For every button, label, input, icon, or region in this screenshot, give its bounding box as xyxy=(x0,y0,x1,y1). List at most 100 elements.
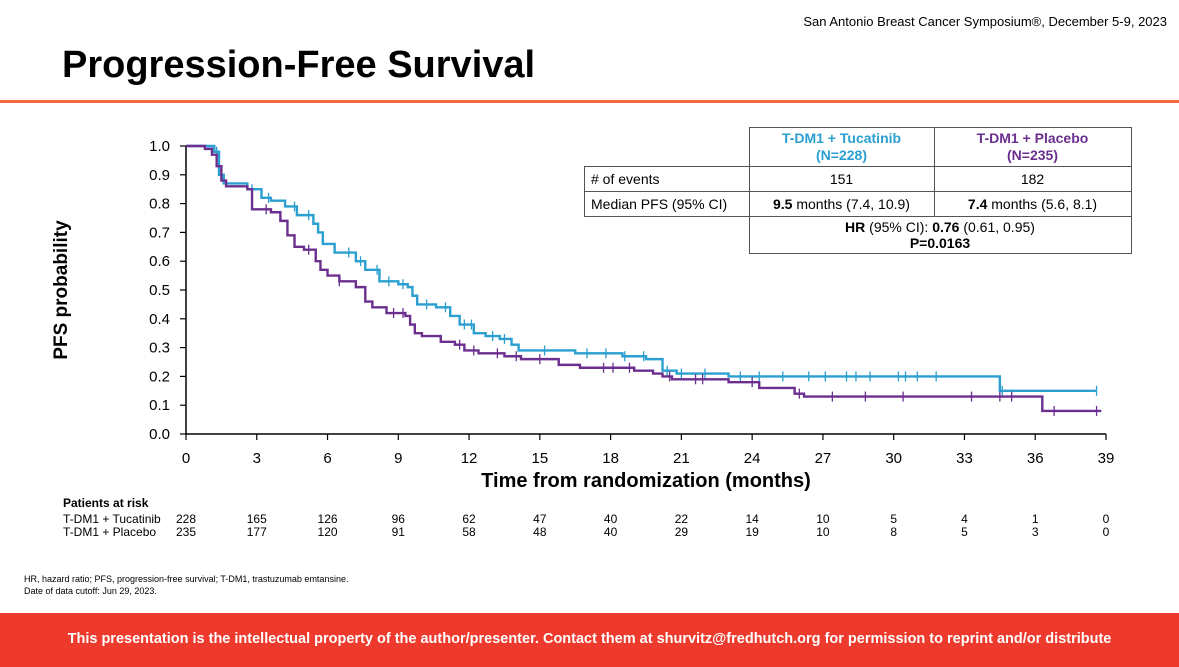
hr-row: HR (95% CI): 0.76 (0.61, 0.95) P=0.0163 xyxy=(585,216,1132,254)
risk-value-0-5: 47 xyxy=(533,512,547,526)
hr-ci: (0.61, 0.95) xyxy=(959,219,1035,235)
placebo-name: T-DM1 + Placebo xyxy=(976,130,1089,146)
risk-value-1-8: 19 xyxy=(745,525,759,539)
banner-text: This presentation is the intellectual pr… xyxy=(67,631,1112,647)
risk-value-1-7: 29 xyxy=(674,525,689,539)
p-value: P=0.0163 xyxy=(909,235,971,251)
risk-value-1-1: 177 xyxy=(246,525,267,539)
y-tick-label-8: 0.8 xyxy=(149,196,170,213)
risk-value-0-13: 0 xyxy=(1102,512,1110,526)
hr-value: 0.76 xyxy=(932,219,960,235)
x-tick-label-11: 33 xyxy=(956,450,973,467)
tucatinib-n: (N=228) xyxy=(816,147,867,163)
risk-value-0-6: 40 xyxy=(603,512,618,526)
events-label: # of events xyxy=(584,166,750,192)
risk-value-0-11: 4 xyxy=(961,512,968,526)
x-ticks: 0 3 6 9 12 15 18 21 24 27 30 33 36 39 xyxy=(182,434,1115,467)
footnote-cutoff: Date of data cutoff: Jun 29, 2023. xyxy=(24,586,157,596)
hr-mid: (95% CI): xyxy=(865,219,933,235)
x-tick-label-12: 36 xyxy=(1027,450,1044,467)
risk-row-label-1: T-DM1 + Placebo xyxy=(63,525,157,539)
x-tick-label-13: 39 xyxy=(1098,450,1115,467)
hr-label: HR xyxy=(845,219,866,235)
risk-value-0-10: 5 xyxy=(890,512,898,526)
median-tucatinib-rest: months (7.4, 10.9) xyxy=(792,196,910,212)
risk-value-1-13: 0 xyxy=(1102,525,1110,539)
footnote-abbreviations: HR, hazard ratio; PFS, progression-free … xyxy=(24,574,349,584)
page-title: Progression-Free Survival xyxy=(62,44,536,86)
y-tick-label-6: 0.6 xyxy=(149,253,170,270)
placebo-n: (N=235) xyxy=(1007,147,1058,163)
risk-table-title: Patients at risk xyxy=(63,496,149,510)
hr-empty-cell xyxy=(585,217,750,254)
x-axis-label: Time from randomization (months) xyxy=(481,470,811,492)
copyright-banner: This presentation is the intellectual pr… xyxy=(0,613,1179,667)
y-tick-label-0: 0.0 xyxy=(149,426,170,443)
y-tick-label-4: 0.4 xyxy=(149,311,170,328)
hr-cell: HR (95% CI): 0.76 (0.61, 0.95) P=0.0163 xyxy=(748,216,1132,254)
risk-row-label-0: T-DM1 + Tucatinib xyxy=(63,512,161,526)
x-tick-label-8: 24 xyxy=(744,450,761,467)
risk-value-0-9: 10 xyxy=(816,512,830,526)
y-tick-label-10: 1.0 xyxy=(149,138,170,155)
median-tucatinib: 9.5 months (7.4, 10.9) xyxy=(748,191,935,217)
y-tick-label-3: 0.3 xyxy=(149,340,170,357)
x-tick-label-10: 30 xyxy=(885,450,902,467)
series-line-0 xyxy=(186,144,1097,392)
x-tick-label-7: 21 xyxy=(673,450,690,467)
km-chart: 0.00.10.20.30.40.50.60.70.80.91.0 0 3 6 9 12… xyxy=(149,138,1115,492)
x-tick-label-5: 15 xyxy=(532,450,549,467)
risk-value-0-1: 165 xyxy=(246,512,267,526)
y-tick-label-1: 0.1 xyxy=(149,397,170,414)
risk-value-1-3: 91 xyxy=(391,525,405,539)
risk-value-1-6: 40 xyxy=(603,525,618,539)
risk-value-0-8: 14 xyxy=(745,512,759,526)
stats-header-row: T-DM1 + Tucatinib (N=228) T-DM1 + Placeb… xyxy=(585,127,1132,167)
stats-header-placebo: T-DM1 + Placebo (N=235) xyxy=(933,127,1132,167)
risk-value-0-2: 126 xyxy=(317,512,338,526)
x-tick-label-3: 9 xyxy=(394,450,402,467)
median-placebo-rest: months (5.6, 8.1) xyxy=(987,196,1098,212)
y-tick-label-7: 0.7 xyxy=(149,224,170,241)
stats-empty-cell xyxy=(585,128,750,167)
events-tucatinib: 151 xyxy=(748,166,935,192)
x-tick-label-9: 27 xyxy=(815,450,832,467)
risk-value-1-12: 3 xyxy=(1031,525,1039,539)
risk-value-0-7: 22 xyxy=(674,512,689,526)
risk-value-1-5: 48 xyxy=(533,525,547,539)
conference-label: San Antonio Breast Cancer Symposium®, De… xyxy=(803,14,1167,29)
risk-value-1-9: 10 xyxy=(816,525,830,539)
median-tucatinib-value: 9.5 xyxy=(773,196,793,212)
y-tick-label-2: 0.2 xyxy=(149,368,170,385)
events-placebo: 182 xyxy=(933,166,1132,192)
risk-value-1-2: 120 xyxy=(317,525,338,539)
risk-value-1-11: 5 xyxy=(961,525,968,539)
y-tick-label-9: 0.9 xyxy=(149,167,170,184)
median-placebo: 7.4 months (5.6, 8.1) xyxy=(933,191,1132,217)
stats-header-tucatinib: T-DM1 + Tucatinib (N=228) xyxy=(748,127,935,167)
x-tick-label-4: 12 xyxy=(461,450,478,467)
title-divider xyxy=(0,100,1179,103)
median-label: Median PFS (95% CI) xyxy=(584,191,750,217)
x-tick-label-0: 0 xyxy=(182,450,190,467)
risk-value-1-4: 58 xyxy=(462,525,476,539)
stats-table: T-DM1 + Tucatinib (N=228) T-DM1 + Placeb… xyxy=(584,127,1132,254)
median-placebo-value: 7.4 xyxy=(967,196,988,212)
risk-value-0-3: 96 xyxy=(391,512,405,526)
y-tick-label-5: 0.5 xyxy=(149,282,170,299)
y-axis-label: PFS probability xyxy=(51,220,72,360)
risk-value-1-10: 8 xyxy=(890,525,898,539)
median-row: Median PFS (95% CI) 9.5 months (7.4, 10.… xyxy=(584,191,1132,217)
x-tick-label-1: 3 xyxy=(253,450,261,467)
risk-value-0-12: 1 xyxy=(1031,512,1039,526)
events-row: # of events 151 182 xyxy=(584,166,1132,192)
risk-value-1-0: 235 xyxy=(175,525,197,539)
tucatinib-name: T-DM1 + Tucatinib xyxy=(781,130,902,146)
risk-value-0-0: 228 xyxy=(175,512,197,526)
y-ticks: 0.0 0.1 0.2 0.3 0.4 0.5 0.6 0.7 0.8 0.9 1.0 xyxy=(149,138,186,443)
series-line-1 xyxy=(186,144,1102,413)
x-tick-label-2: 6 xyxy=(323,450,331,467)
hr-line: HR (95% CI): 0.76 (0.61, 0.95) xyxy=(756,219,1125,235)
x-tick-label-6: 18 xyxy=(602,450,619,467)
risk-value-0-4: 62 xyxy=(462,512,476,526)
